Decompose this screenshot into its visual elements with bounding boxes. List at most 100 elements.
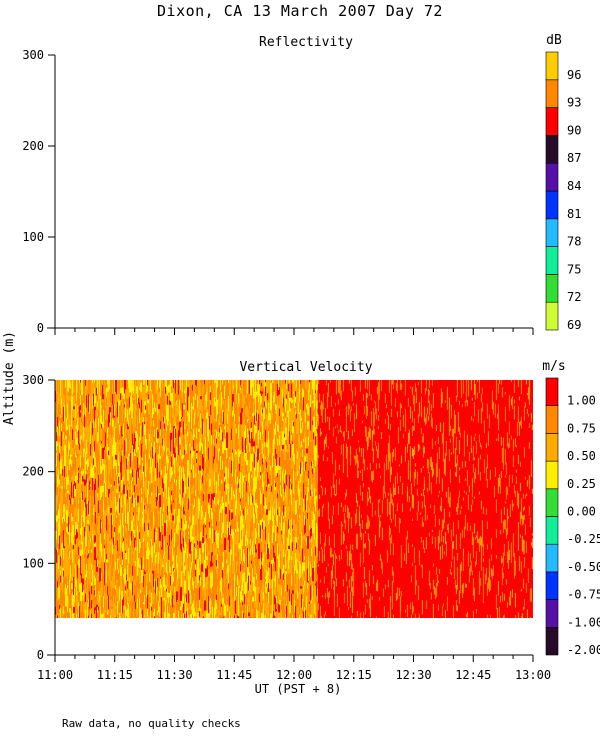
velocity-cell [313,552,314,566]
velocity-cell [329,497,331,507]
velocity-cell [324,380,326,387]
velocity-cell [103,575,104,581]
velocity-cell [337,417,339,430]
velocity-cell [307,421,309,430]
velocity-cell [247,509,248,515]
velocity-cell [208,554,210,570]
velocity-cell [292,560,293,568]
velocity-cell [89,501,90,517]
velocity-cell [340,608,342,618]
velocity-cell [261,407,262,416]
velocity-cell [300,534,301,543]
velocity-cell [306,576,307,590]
velocity-cell [321,604,323,618]
velocity-cell [227,390,228,400]
velocity-cell [163,539,164,554]
velocity-cell [189,553,190,556]
velocity-cell [338,393,340,404]
velocity-cell [213,380,214,386]
velocity-cell [336,523,338,532]
velocity-cell [184,613,185,618]
velocity-cell [144,594,145,604]
velocity-cell [161,569,162,577]
velocity-cell [257,410,258,421]
velocity-cell [144,589,146,595]
velocity-cell [255,423,256,426]
velocity-cell [124,531,126,538]
velocity-cell [75,599,76,610]
velocity-cell [135,441,136,455]
velocity-cell [134,501,135,508]
velocity-cell [183,443,184,447]
velocity-cell [285,427,287,441]
velocity-cell [327,604,329,618]
velocity-cell [343,501,345,506]
velocity-cell [59,441,60,454]
velocity-cell [174,405,175,415]
velocity-cell [276,440,277,454]
velocity-cell [318,448,320,463]
velocity-cell [166,380,167,390]
velocity-cell [85,416,87,427]
velocity-cell [284,483,285,492]
velocity-cell [301,467,302,477]
velocity-cell [308,556,309,569]
velocity-cell [234,601,235,616]
velocity-cell [189,434,190,444]
velocity-cell [309,503,310,508]
velocity-cell [71,456,73,460]
velocity-cell [260,432,261,441]
velocity-cell [87,389,88,405]
velocity-cell [171,407,172,423]
velocity-cell [338,470,340,479]
velocity-cell [171,574,172,582]
velocity-cell [329,484,331,498]
velocity-cell [115,454,117,460]
velocity-cell [299,496,300,506]
velocity-cell [240,454,241,468]
velocity-cell [137,551,139,567]
velocity-cell [194,437,195,449]
velocity-cell [95,478,96,491]
velocity-cell [290,504,291,519]
velocity-cell [286,380,287,390]
velocity-cell [141,598,142,615]
velocity-cell [114,404,115,416]
velocity-cell [260,424,261,433]
velocity-cell [138,398,139,404]
velocity-cell [198,439,199,453]
velocity-cell [139,387,140,390]
velocity-cell [262,495,263,503]
velocity-cell [343,541,345,556]
velocity-cell [277,509,278,516]
velocity-cell [56,441,57,451]
velocity-cell [139,564,141,569]
velocity-cell [215,472,217,481]
velocity-cell [152,604,154,615]
velocity-cell [152,442,153,448]
velocity-cell [106,391,107,398]
velocity-cell [64,593,65,607]
velocity-cell [133,565,134,581]
velocity-cell [142,511,143,515]
velocity-cell [336,491,338,499]
velocity-cell [172,595,173,608]
velocity-cell [107,465,108,476]
velocity-cell [318,561,320,573]
velocity-cell [61,423,62,432]
velocity-cell [238,449,239,464]
velocity-cell [64,496,65,504]
velocity-cell [99,455,100,460]
velocity-cell [202,400,203,406]
velocity-cell [267,559,268,572]
page-title: Dixon, CA 13 March 2007 Day 72 [157,2,443,20]
velocity-cell [104,533,105,540]
velocity-cell [273,582,274,590]
velocity-cell [264,506,265,509]
velocity-cell [227,511,228,516]
velocity-cell [121,409,122,426]
velocity-cell [56,515,58,522]
velocity-cell [345,581,347,588]
velocity-cell [138,553,139,558]
velocity-cell [171,500,172,505]
